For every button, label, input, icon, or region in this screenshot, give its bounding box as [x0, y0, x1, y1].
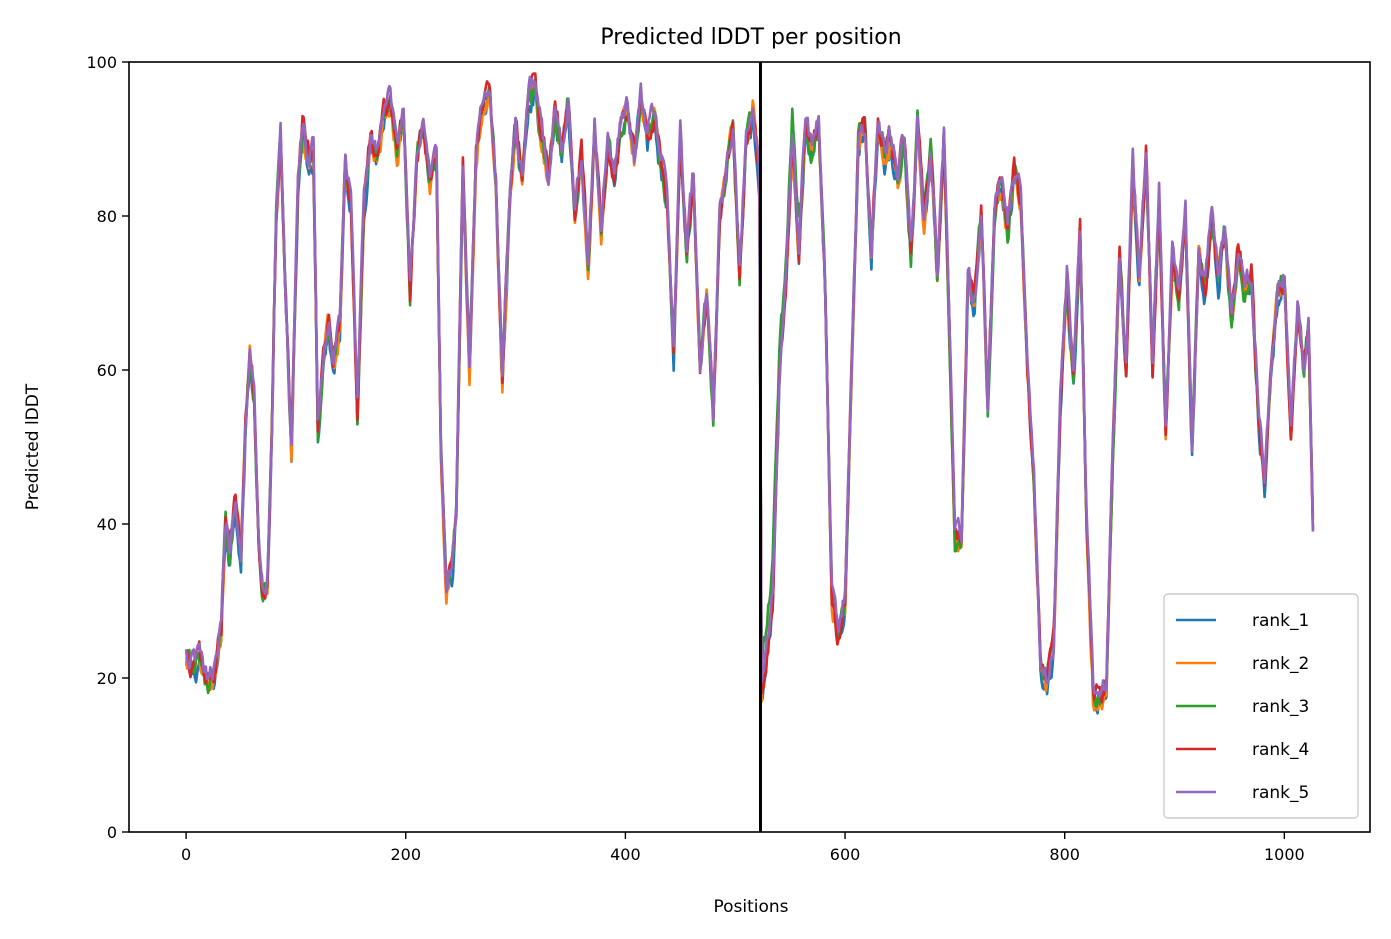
x-tick-label: 200	[390, 845, 421, 864]
series-layer	[184, 72, 1315, 715]
x-axis-label: Positions	[713, 897, 788, 917]
chart-title: Predicted lDDT per position	[600, 25, 901, 50]
x-tick-label: 400	[610, 845, 641, 864]
legend-box	[1163, 593, 1359, 819]
legend: rank_1 rank_2 rank_3 rank_4 rank_5	[1163, 593, 1359, 819]
legend-label-rank-3: rank_3	[1252, 697, 1309, 717]
x-tick-label: 1000	[1264, 845, 1305, 864]
legend-label-rank-5: rank_5	[1252, 783, 1309, 803]
x-tick-label: 600	[830, 845, 861, 864]
legend-label-rank-1: rank_1	[1252, 611, 1309, 631]
y-tick-label: 0	[107, 823, 117, 842]
y-axis-label: Predicted lDDT	[23, 383, 43, 510]
x-tick-label: 0	[181, 845, 191, 864]
x-axis: 0 200 400 600 800 1000	[181, 832, 1305, 864]
y-tick-label: 100	[86, 53, 117, 72]
series-line-rank-5	[184, 75, 1315, 698]
x-tick-label: 800	[1049, 845, 1080, 864]
y-tick-label: 80	[97, 207, 117, 226]
y-tick-label: 60	[97, 361, 117, 380]
y-axis: 0 20 40 60 80 100	[86, 53, 129, 842]
plot-frame	[128, 61, 1371, 833]
y-tick-label: 40	[97, 515, 117, 534]
y-tick-label: 20	[97, 669, 117, 688]
legend-label-rank-4: rank_4	[1252, 740, 1309, 760]
legend-label-rank-2: rank_2	[1252, 654, 1309, 674]
